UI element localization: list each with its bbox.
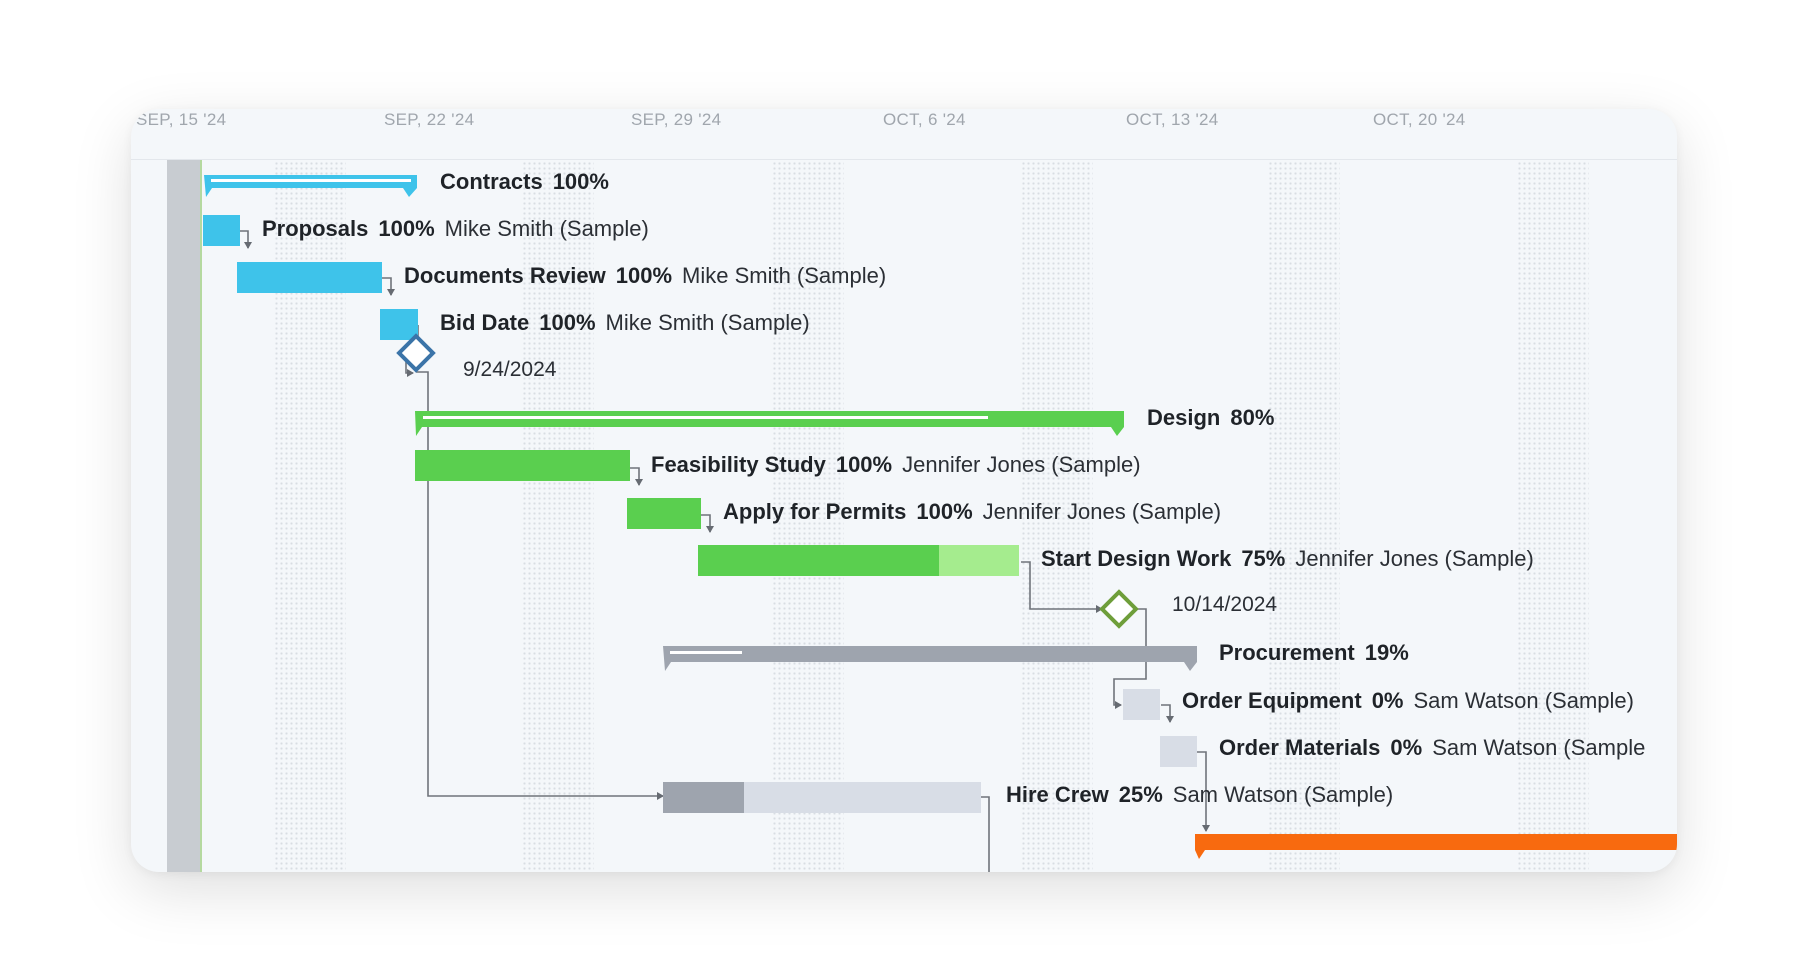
task-name: Apply for Permits <box>723 499 907 524</box>
milestone-date-design: 10/14/2024 <box>1172 593 1278 616</box>
task-percent: 100% <box>539 310 596 335</box>
task-percent: 100% <box>552 169 609 194</box>
task-label-feasibility-study: Feasibility Study 100% Jennifer Jones (Sam… <box>651 452 1141 478</box>
gantt-chart-panel: SEP, 15 '24 SEP, 22 '24 SEP, 29 '24 OCT,… <box>131 109 1677 872</box>
summary-bar-design[interactable] <box>415 411 1124 436</box>
date-label-oct-20: OCT, 20 '24 <box>1373 110 1466 129</box>
gantt-bars <box>203 175 1677 872</box>
task-label-contracts: Contracts 100% <box>440 169 609 195</box>
summary-bar-next-phase[interactable] <box>1195 834 1677 859</box>
task-assignee: Mike Smith (Sample) <box>605 310 810 335</box>
summary-bar-procurement[interactable] <box>663 646 1197 671</box>
dependency-connector <box>382 277 395 296</box>
date-label-oct-6: OCT, 6 '24 <box>883 110 966 129</box>
task-name: Proposals <box>262 216 369 241</box>
task-label-apply-for-permits: Apply for Permits 100% Jennifer Jones (Sam… <box>723 499 1221 525</box>
task-bar-hire-crew[interactable] <box>663 782 981 813</box>
task-name: Start Design Work <box>1041 546 1232 571</box>
task-percent: 19% <box>1364 640 1409 665</box>
task-assignee: Sam Watson (Sample) <box>1413 688 1634 713</box>
task-bar-documents-review[interactable] <box>237 262 382 293</box>
task-name: Bid Date <box>440 310 530 335</box>
task-bar-feasibility-study[interactable] <box>415 450 630 481</box>
dependency-connector <box>630 467 643 486</box>
task-label-start-design-work: Start Design Work 75% Jennifer Jones (Samp… <box>1041 546 1534 572</box>
dependency-connector <box>701 514 714 533</box>
task-bar-bid-date[interactable] <box>380 309 418 340</box>
date-label-oct-13: OCT, 13 '24 <box>1126 110 1219 129</box>
date-label-sep-15: SEP, 15 '24 <box>136 110 227 129</box>
task-label-order-equipment: Order Equipment 0% Sam Watson (Sample) <box>1182 688 1634 714</box>
date-label-sep-22: SEP, 22 '24 <box>384 110 475 129</box>
milestone-diamond-design[interactable] <box>1099 589 1139 629</box>
task-percent: 0% <box>1390 735 1423 760</box>
task-bar-apply-for-permits[interactable] <box>627 498 701 529</box>
task-percent: 100% <box>916 499 973 524</box>
today-marker <box>167 160 202 872</box>
task-assignee: Jennifer Jones (Sample) <box>982 499 1222 524</box>
task-name: Feasibility Study <box>651 452 826 477</box>
task-assignee: Sam Watson (Sample) <box>1172 782 1394 807</box>
task-percent: 75% <box>1241 546 1286 571</box>
task-assignee: Jennifer Jones (Sample) <box>1295 546 1534 571</box>
task-label-order-materials: Order Materials 0% Sam Watson (Sample <box>1219 735 1645 761</box>
dependency-connector <box>1197 751 1210 832</box>
task-bar-order-equipment[interactable] <box>1123 689 1160 720</box>
weekend-stripe <box>1517 161 1589 872</box>
task-name: Procurement <box>1219 640 1355 665</box>
task-name: Documents Review <box>404 263 606 288</box>
task-percent: 25% <box>1118 782 1163 807</box>
task-name: Order Equipment <box>1182 688 1362 713</box>
dependency-connector <box>416 371 664 800</box>
weekend-stripe <box>772 161 844 872</box>
task-percent: 0% <box>1371 688 1404 713</box>
task-bar-proposals[interactable] <box>203 215 240 246</box>
task-assignee: Sam Watson (Sample <box>1432 735 1646 760</box>
task-percent: 100% <box>615 263 673 288</box>
dependency-connector <box>1021 561 1103 613</box>
dependency-connector <box>981 796 990 872</box>
dependency-connector <box>239 230 252 249</box>
task-label-procurement: Procurement 19% <box>1219 640 1409 666</box>
task-bar-start-design-work[interactable] <box>698 545 1019 576</box>
timeline-header: SEP, 15 '24 SEP, 22 '24 SEP, 29 '24 OCT,… <box>131 109 1677 160</box>
task-label-bid-date: Bid Date 100% Mike Smith (Sample) <box>440 310 810 336</box>
dependency-connector <box>1161 704 1174 723</box>
task-label-proposals: Proposals 100% Mike Smith (Sample) <box>262 216 649 242</box>
task-percent: 100% <box>378 216 435 241</box>
weekend-stripe <box>1021 161 1093 872</box>
task-bar-order-materials[interactable] <box>1160 736 1197 767</box>
task-label-design: Design 80% <box>1147 405 1274 431</box>
dependency-connector <box>1113 608 1147 709</box>
task-assignee: Mike Smith (Sample) <box>682 263 887 288</box>
task-percent: 80% <box>1230 405 1275 430</box>
weekend-stripe <box>522 161 594 872</box>
task-assignee: Jennifer Jones (Sample) <box>902 452 1141 477</box>
task-percent: 100% <box>835 452 893 477</box>
date-label-sep-29: SEP, 29 '24 <box>631 110 722 129</box>
task-label-documents-review: Documents Review 100% Mike Smith (Sample) <box>404 263 886 289</box>
task-name: Design <box>1147 405 1221 430</box>
milestone-diamond-bid[interactable] <box>396 333 436 373</box>
task-assignee: Mike Smith (Sample) <box>444 216 649 241</box>
milestone-date-bid: 9/24/2024 <box>463 358 557 381</box>
weekend-stripe <box>1268 161 1340 872</box>
task-name: Hire Crew <box>1006 782 1109 807</box>
task-label-hire-crew: Hire Crew 25% Sam Watson (Sample) <box>1006 782 1393 808</box>
summary-bar-contracts[interactable] <box>204 175 417 197</box>
task-name: Order Materials <box>1219 735 1381 760</box>
task-name: Contracts <box>440 169 543 194</box>
